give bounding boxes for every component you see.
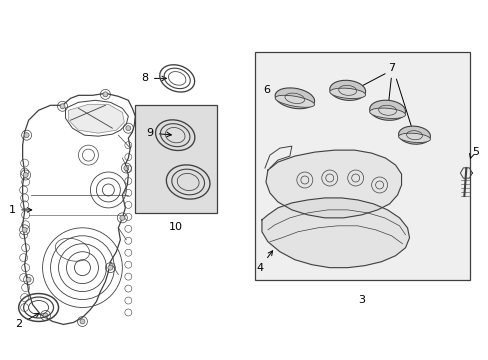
Circle shape (102, 92, 108, 97)
Text: 5: 5 (471, 147, 478, 157)
Circle shape (26, 277, 31, 282)
Text: 3: 3 (357, 294, 365, 305)
Ellipse shape (398, 126, 429, 144)
Text: 2: 2 (15, 313, 39, 329)
Text: 9: 9 (146, 128, 171, 138)
Circle shape (23, 172, 28, 177)
Ellipse shape (329, 80, 365, 100)
Circle shape (43, 313, 48, 318)
Ellipse shape (398, 133, 429, 143)
Text: 6: 6 (263, 85, 291, 100)
Bar (135, 105, 217, 213)
Text: 4: 4 (256, 251, 272, 273)
Circle shape (24, 133, 29, 138)
Circle shape (125, 126, 131, 131)
Ellipse shape (369, 100, 405, 120)
Circle shape (108, 265, 113, 270)
Text: 7: 7 (387, 63, 394, 73)
Circle shape (22, 227, 27, 232)
Circle shape (123, 166, 128, 171)
Polygon shape (265, 150, 401, 218)
Text: 10: 10 (169, 222, 183, 232)
Circle shape (60, 104, 65, 109)
Text: 1: 1 (9, 205, 32, 215)
Ellipse shape (275, 88, 314, 109)
Text: 8: 8 (142, 73, 166, 84)
Ellipse shape (369, 108, 405, 118)
Polygon shape (68, 104, 124, 133)
Circle shape (120, 215, 124, 220)
Circle shape (80, 319, 85, 324)
Polygon shape (262, 198, 408, 268)
Ellipse shape (275, 95, 314, 107)
Bar (254, 53, 469, 280)
Ellipse shape (329, 88, 365, 99)
